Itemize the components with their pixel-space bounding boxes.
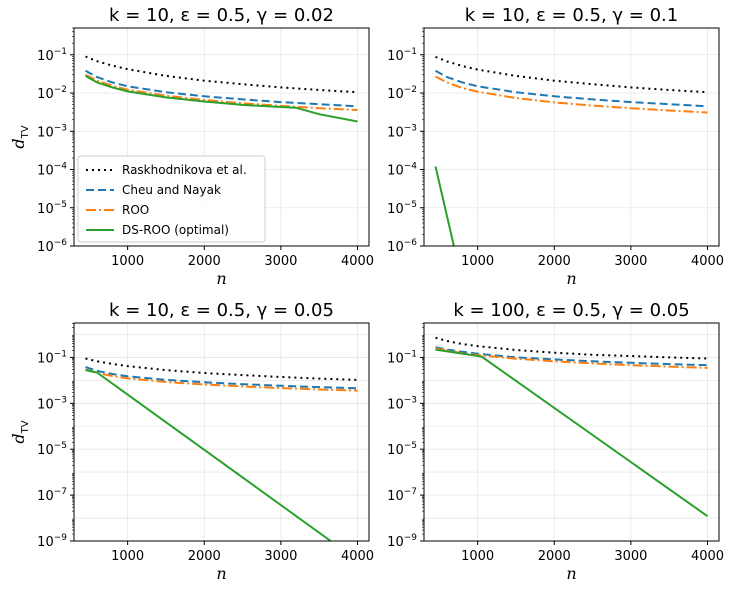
series-line-roo [435,75,708,114]
x-tick-label: 3000 [614,254,647,269]
legend-box [77,155,266,243]
y-tick-label: 10−5 [387,200,417,217]
x-tick-label: 1000 [461,254,494,269]
axes-frame [423,27,720,247]
panel-4: 1000 2000 3000 4000 10−9 10−7 10−5 10−3 10−1 k = … [387,300,724,583]
x-tick-label: 2000 [188,549,221,564]
y-tick-label: 10−6 [37,238,67,255]
y-tick-label: 10−5 [37,441,67,458]
series-line-roo [85,73,358,111]
series-line-cheu-and-nayak [435,346,708,367]
x-tick-label: 4000 [341,254,374,269]
y-axis-label: dTV [9,420,31,443]
y-tick-label: 10−4 [387,162,417,179]
y-tick-label: 10−5 [387,441,417,458]
y-tick-label: 10−7 [387,487,417,504]
y-tick-label: 10−1 [37,349,67,366]
panel-1: 1000 2000 3000 4000 10−6 10−5 10−4 10−3 10−2 10−1… [9,5,374,288]
series-line-raskhodnikova-et-al [85,357,358,381]
y-tick-label: 10−2 [37,85,67,102]
x-axis-label: n [216,269,226,288]
y-tick-label: 10−9 [387,533,417,550]
panel-title: k = 10, ε = 0.5, γ = 0.05 [109,300,334,321]
y-tick-label: 10−7 [37,487,67,504]
x-tick-label: 1000 [111,254,144,269]
legend-entry: ROO [122,203,149,217]
x-tick-label: 4000 [341,549,374,564]
series-line-roo [85,368,358,392]
panel-title: k = 10, ε = 0.5, γ = 0.02 [109,5,334,26]
x-tick-label: 3000 [614,549,647,564]
y-tick-label: 10−3 [37,395,67,412]
x-axis-label: n [566,269,576,288]
y-tick-label: 10−3 [37,123,67,140]
y-tick-label: 10−1 [387,47,417,64]
x-tick-label: 2000 [188,254,221,269]
series-line-cheu-and-nayak [435,69,708,108]
legend: Raskhodnikova et al. Cheu and Nayak ROO DS-… [77,155,266,243]
x-tick-label: 2000 [538,549,571,564]
x-axis-label: n [216,564,226,583]
series-line-ds-roo-optimal [85,75,358,123]
x-axis-label: n [566,564,576,583]
axes-frame [73,322,370,542]
panel-2: 1000 2000 3000 4000 10−6 10−5 10−4 10−3 10−2 10−1… [387,5,724,288]
panel-title: k = 10, ε = 0.5, γ = 0.1 [465,5,678,26]
series-line-raskhodnikova-et-al [435,336,708,360]
x-tick-label: 1000 [111,549,144,564]
series-line-raskhodnikova-et-al [435,55,708,94]
series-line-ds-roo-optimal [435,348,709,518]
y-tick-label: 10−3 [387,123,417,140]
series-line-ds-roo-optimal [434,166,455,246]
axes-frame [423,322,720,542]
y-tick-label: 10−6 [387,238,417,255]
x-tick-label: 4000 [691,254,724,269]
y-tick-label: 10−1 [387,349,417,366]
legend-entry: Cheu and Nayak [122,183,221,197]
x-tick-label: 2000 [538,254,571,269]
x-tick-label: 3000 [264,549,297,564]
series-line-raskhodnikova-et-al [85,55,358,94]
y-tick-label: 10−9 [37,533,67,550]
panel-title: k = 100, ε = 0.5, γ = 0.05 [453,300,689,321]
y-tick-label: 10−2 [387,85,417,102]
x-tick-label: 3000 [264,254,297,269]
legend-entry: DS-ROO (optimal) [122,223,229,237]
panel-3: 1000 2000 3000 4000 10−9 10−7 10−5 10−3 10−1 k = … [9,300,374,583]
x-tick-label: 4000 [691,549,724,564]
y-tick-label: 10−3 [387,395,417,412]
y-tick-label: 10−5 [37,200,67,217]
series-line-cheu-and-nayak [85,366,358,390]
y-tick-label: 10−4 [37,162,67,179]
series-line-cheu-and-nayak [85,69,358,108]
y-axis-label: dTV [9,125,31,148]
x-tick-label: 1000 [461,549,494,564]
series-line-ds-roo-optimal [85,369,332,541]
legend-entry: Raskhodnikova et al. [122,163,247,177]
y-tick-label: 10−1 [37,47,67,64]
